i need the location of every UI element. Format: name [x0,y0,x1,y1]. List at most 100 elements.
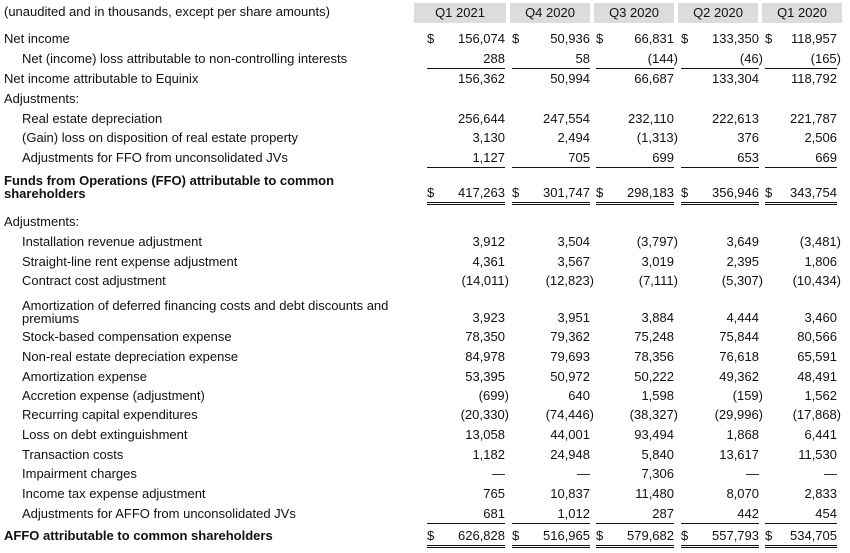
row-label: Net (income) loss attributable to non-co… [22,51,348,66]
statement-caption: (unaudited and in thousands, except per … [4,4,330,19]
value-cell: 50,222 [596,367,674,386]
cell-value: 626,828 [458,528,505,543]
cell-value: (7,111) [638,273,678,288]
value-cell: 156,362 [427,69,505,88]
value-cell [427,212,505,231]
table-row: Income tax expense adjustment 765 10,837 11… [0,484,850,503]
cell-value: 356,946 [712,185,759,200]
cell-value: 48,491 [797,369,837,384]
value-cell: 3,884 [596,308,674,327]
cell-value: (1,313) [636,130,678,145]
value-cell: 8,070 [681,484,759,503]
value-cell: 1,127 [427,148,505,168]
value-cell: 247,554 [512,109,590,128]
cell-value: 1,598 [641,388,674,403]
cell-value: 11,480 [635,486,674,501]
currency-symbol: $ [596,31,604,46]
value-cell: 75,248 [596,327,674,346]
cell-value: 3,951 [557,310,590,325]
cell-value: 3,912 [472,234,505,249]
value-cell: 76,618 [681,347,759,366]
value-cell [765,212,837,231]
cell-value: 516,965 [543,528,590,543]
value-cell: 3,130 [427,128,505,147]
cell-value: (12,823) [545,273,594,288]
cell-value: (159) [732,388,763,403]
value-cell [681,89,759,108]
cell-value: 669 [815,150,837,165]
table-row: Adjustments for FFO from unconsolidated … [0,148,850,168]
value-cell [681,212,759,231]
value-cell: (74,446) [512,405,594,424]
row-label: Installation revenue adjustment [22,234,202,249]
cell-value: 247,554 [543,111,590,126]
value-cell: (12,823) [512,271,594,290]
table-row: Accretion expense (adjustment) (699) 640 1,… [0,386,850,405]
cell-value: 3,649 [726,234,759,249]
currency-symbol: $ [765,185,773,200]
table-row: Non-real estate depreciation expense 84,9… [0,347,850,366]
cell-value: (5,307) [721,273,763,288]
currency-symbol: $ [596,528,604,543]
table-row: Transaction costs 1,182 24,948 5,840 13,617 1… [0,445,850,464]
value-cell: (46) [681,49,763,69]
cell-value: 287 [652,506,674,521]
cell-value: 156,074 [458,31,505,46]
value-cell: (3,481) [765,232,841,251]
value-cell: 6,441 [765,425,837,444]
cell-value: 58 [575,51,590,66]
value-cell: 79,693 [512,347,590,366]
cell-value: — [492,466,505,481]
value-cell: 4,361 [427,252,505,271]
currency-symbol: $ [512,528,520,543]
value-cell: 765 [427,484,505,503]
cell-value: 50,972 [550,369,590,384]
cell-value: 1,868 [726,427,759,442]
table-row: Adjustments for AFFO from unconsolidated… [0,504,850,524]
row-label: Amortization of deferred financing costs… [22,298,389,326]
table-row: Impairment charges — — 7,306 — — [0,464,850,483]
cell-value: 65,591 [797,349,837,364]
cell-value: 79,693 [550,349,590,364]
table-row: Recurring capital expenditures (20,330) (7… [0,405,850,424]
row-label: AFFO attributable to common shareholders [4,528,273,543]
table-row: Amortization of deferred financing costs… [0,297,850,327]
value-cell: $301,747 [512,183,590,205]
cell-value: 705 [568,150,590,165]
value-cell: 3,567 [512,252,590,271]
table-row: Contract cost adjustment (14,011) (12,823)… [0,271,850,290]
value-cell: 78,350 [427,327,505,346]
cell-value: 24,948 [550,447,590,462]
value-cell: (3,797) [596,232,678,251]
value-cell: $417,263 [427,183,505,205]
cell-value: 454 [815,506,837,521]
value-cell [512,89,590,108]
cell-value: (74,446) [545,407,594,422]
cell-value: 557,793 [712,528,759,543]
cell-value: 221,787 [790,111,837,126]
cell-value: 10,837 [550,486,590,501]
cell-value: 44,001 [550,427,590,442]
cell-value: 5,840 [641,447,674,462]
row-label: Adjustments for AFFO from unconsolidated… [22,506,296,521]
cell-value: 579,682 [627,528,674,543]
cell-value: 50,994 [550,71,590,86]
cell-value: 288 [483,51,505,66]
row-label: Recurring capital expenditures [22,407,198,422]
cell-value: 232,110 [627,111,674,126]
currency-symbol: $ [512,31,520,46]
cell-value: (17,868) [792,407,841,422]
value-cell: 48,491 [765,367,837,386]
row-label: Non-real estate depreciation expense [22,349,239,364]
value-cell: $579,682 [596,526,674,548]
value-cell: 5,840 [596,445,674,464]
row-label: Impairment charges [22,466,137,481]
table-row: Adjustments: [0,212,850,231]
value-cell: 1,868 [681,425,759,444]
cell-value: 118,792 [790,71,837,86]
cell-value: 442 [737,506,759,521]
value-cell: 84,978 [427,347,505,366]
cell-value: — [824,466,837,481]
value-cell: 11,530 [765,445,837,464]
row-label: Stock-based compensation expense [22,329,232,344]
